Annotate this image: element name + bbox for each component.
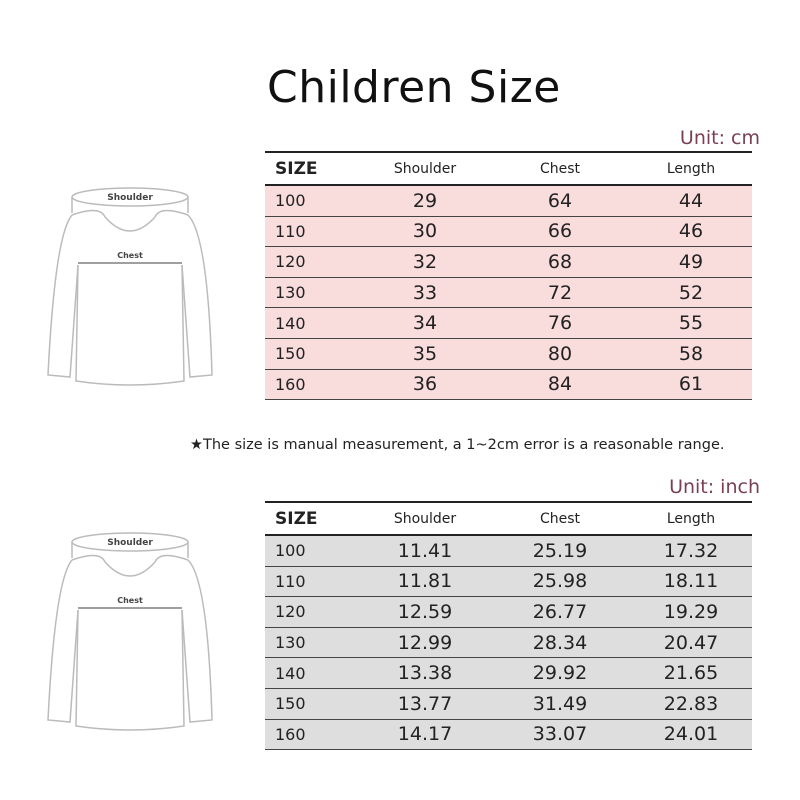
table-row: 130 12.99 28.34 20.47 (265, 627, 752, 659)
cell-size: 130 (275, 633, 306, 653)
cell-shoulder: 36 (412, 373, 438, 396)
table-row: 120 12.59 26.77 19.29 (265, 597, 752, 628)
shoulder-label: Shoulder (107, 193, 153, 203)
cell-shoulder: 13.38 (397, 662, 453, 685)
cell-size: 140 (275, 313, 306, 333)
header-shoulder: Shoulder (393, 160, 457, 177)
cell-shoulder: 12.99 (397, 631, 453, 654)
header-chest: Chest (539, 160, 581, 177)
cell-size: 110 (275, 221, 306, 241)
header-size: SIZE (275, 508, 318, 529)
table-row: 140 34 76 55 (265, 308, 752, 339)
cell-shoulder: 32 (412, 250, 438, 273)
cell-size: 150 (275, 694, 306, 714)
unit-label-cm: Unit: cm (679, 127, 760, 149)
cell-chest: 80 (547, 342, 573, 365)
header-shoulder: Shoulder (393, 510, 457, 527)
cell-size: 100 (275, 191, 306, 211)
table-header: SIZE Shoulder Chest Length (265, 503, 752, 536)
cell-size: 130 (275, 283, 306, 303)
cell-length: 44 (678, 189, 704, 212)
header-length: Length (666, 160, 716, 177)
table-row: 160 14.17 33.07 24.01 (265, 719, 752, 751)
cell-length: 17.32 (663, 539, 719, 562)
cell-size: 140 (275, 663, 306, 683)
table-row: 150 35 80 58 (265, 338, 752, 370)
cell-length: 21.65 (663, 662, 719, 685)
cell-shoulder: 29 (412, 189, 438, 212)
cell-chest: 68 (547, 250, 573, 273)
table-row: 120 32 68 49 (265, 247, 752, 278)
page-title: Children Size (267, 62, 561, 113)
cell-shoulder: 34 (412, 312, 438, 335)
cell-shoulder: 30 (412, 220, 438, 243)
cell-size: 100 (275, 541, 306, 561)
cell-chest: 76 (547, 312, 573, 335)
cell-chest: 64 (547, 189, 573, 212)
header-size: SIZE (275, 158, 318, 179)
cell-shoulder: 35 (412, 342, 438, 365)
table-row: 150 13.77 31.49 22.83 (265, 688, 752, 720)
size-table-cm: SIZE Shoulder Chest Length 100 29 64 44 110 3… (265, 151, 752, 401)
cell-length: 52 (678, 281, 704, 304)
header-chest: Chest (539, 510, 581, 527)
cell-chest: 66 (547, 220, 573, 243)
table-row: 100 11.41 25.19 17.32 (265, 536, 752, 567)
table-row: 130 33 72 52 (265, 277, 752, 309)
cell-shoulder: 33 (412, 281, 438, 304)
measurement-note: ★The size is manual measurement, a 1~2cm… (190, 437, 725, 453)
cell-length: 49 (678, 250, 704, 273)
shirt-diagram-cm: Shoulder Chest (47, 187, 213, 386)
table-row: 110 30 66 46 (265, 216, 752, 248)
cell-length: 58 (678, 342, 704, 365)
table-row: 110 11.81 25.98 18.11 (265, 566, 752, 598)
unit-label-inch: Unit: inch (669, 476, 760, 498)
cell-chest: 72 (547, 281, 573, 304)
table-row: 100 29 64 44 (265, 186, 752, 217)
cell-length: 18.11 (663, 570, 719, 593)
cell-chest: 31.49 (532, 692, 588, 715)
cell-chest: 29.92 (532, 662, 588, 685)
cell-chest: 25.19 (532, 539, 588, 562)
cell-length: 46 (678, 220, 704, 243)
cell-shoulder: 14.17 (397, 723, 453, 746)
header-length: Length (666, 510, 716, 527)
cell-shoulder: 11.81 (397, 570, 453, 593)
cell-length: 61 (678, 373, 704, 396)
table-row: 140 13.38 29.92 21.65 (265, 658, 752, 689)
table-header: SIZE Shoulder Chest Length (265, 153, 752, 186)
cell-size: 160 (275, 374, 306, 394)
chest-label: Chest (117, 596, 143, 605)
cell-length: 55 (678, 312, 704, 335)
cell-size: 150 (275, 344, 306, 364)
cell-length: 22.83 (663, 692, 719, 715)
chest-label: Chest (117, 251, 143, 260)
cell-length: 19.29 (663, 600, 719, 623)
cell-chest: 84 (547, 373, 573, 396)
cell-length: 24.01 (663, 723, 719, 746)
cell-length: 20.47 (663, 631, 719, 654)
cell-size: 120 (275, 602, 306, 622)
size-table-inch: SIZE Shoulder Chest Length 100 11.41 25.19… (265, 501, 752, 751)
cell-size: 160 (275, 724, 306, 744)
cell-size: 120 (275, 252, 306, 272)
table-row: 160 36 84 61 (265, 369, 752, 401)
cell-chest: 28.34 (532, 631, 588, 654)
shoulder-label: Shoulder (107, 538, 153, 548)
cell-shoulder: 11.41 (397, 539, 453, 562)
shirt-diagram-inch: Shoulder Chest (47, 532, 213, 731)
cell-chest: 33.07 (532, 723, 588, 746)
cell-shoulder: 13.77 (397, 692, 453, 715)
cell-size: 110 (275, 571, 306, 591)
cell-chest: 25.98 (532, 570, 588, 593)
cell-shoulder: 12.59 (397, 600, 453, 623)
cell-chest: 26.77 (532, 600, 588, 623)
